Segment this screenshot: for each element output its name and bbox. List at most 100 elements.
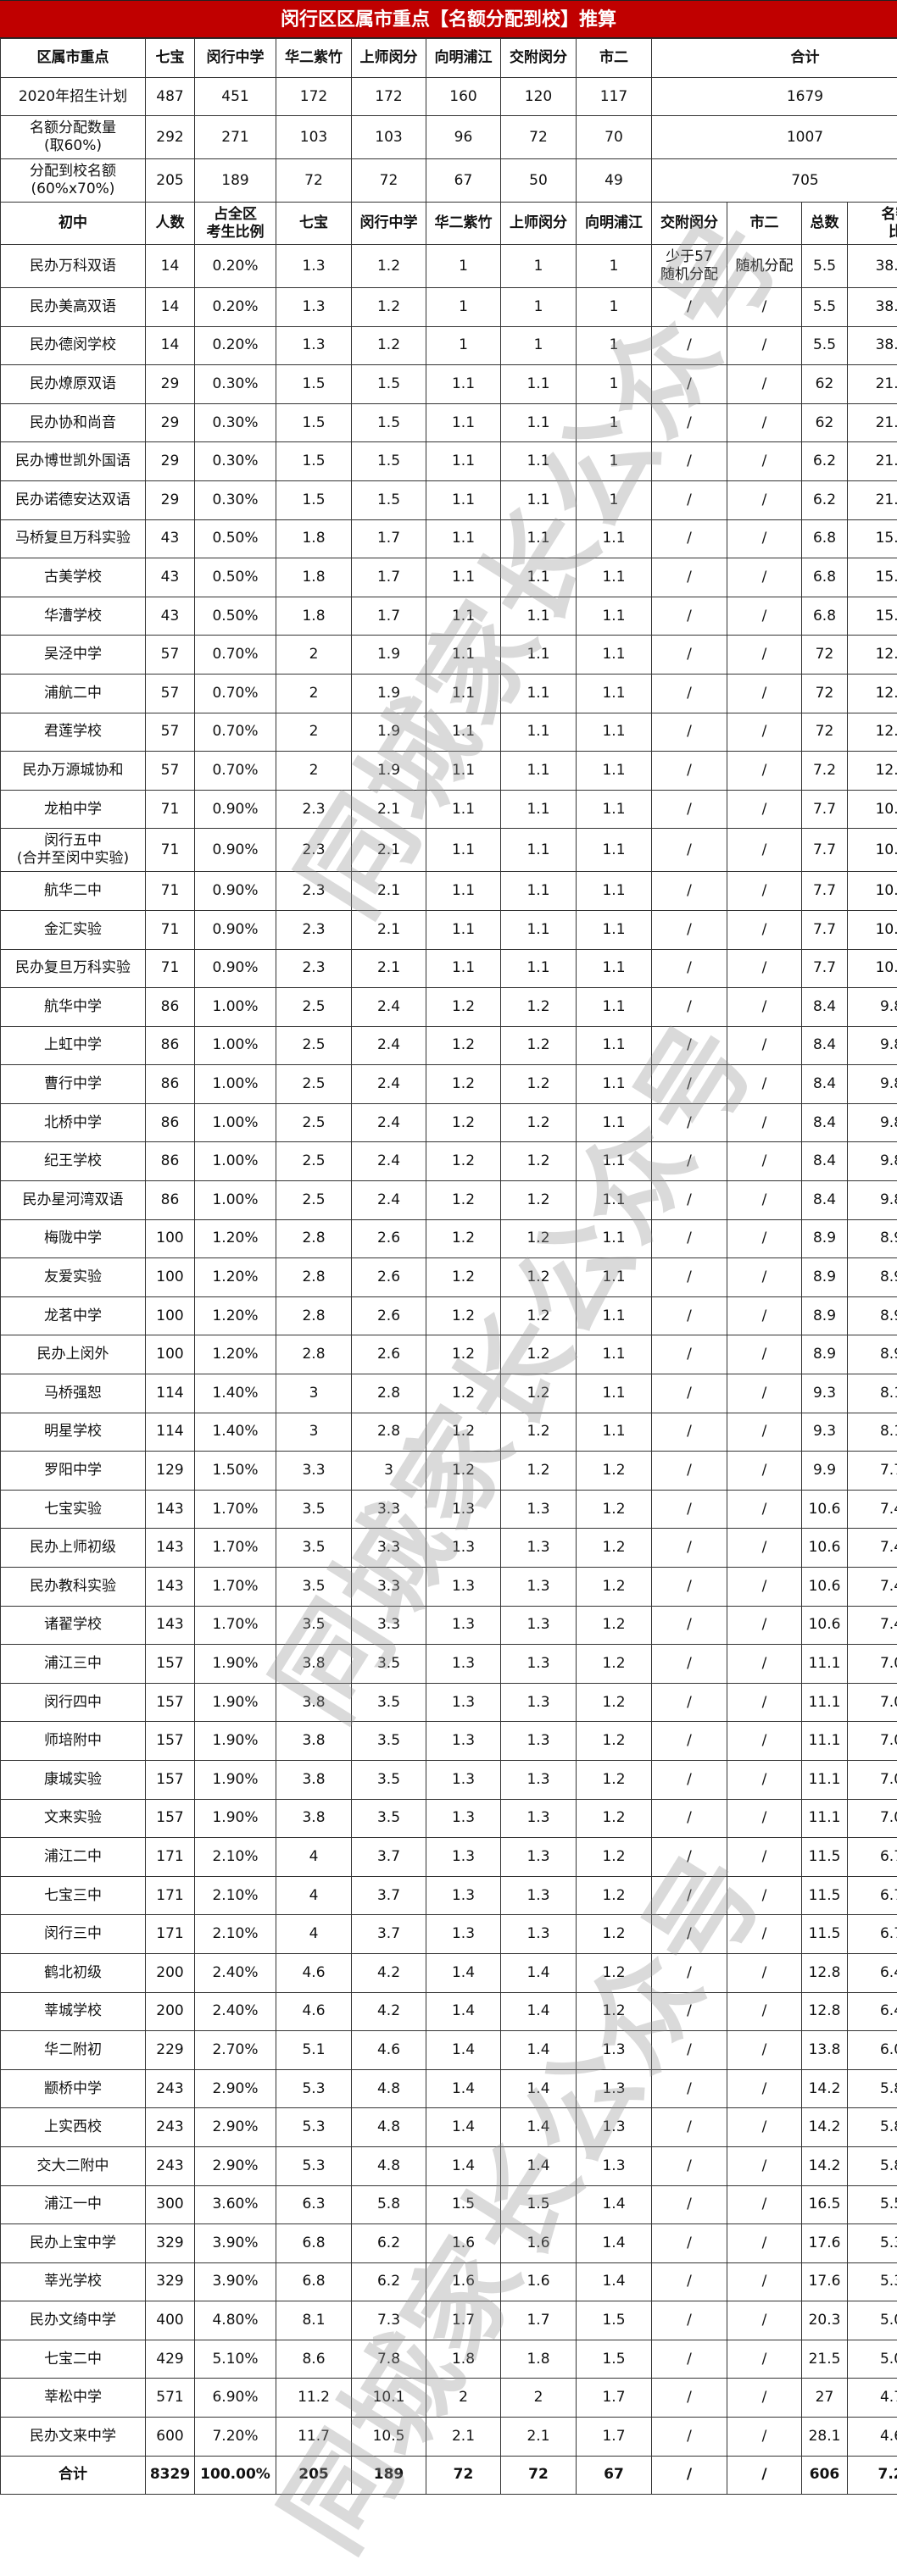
cell-value: 7.3 xyxy=(352,2301,426,2340)
cell-value: 3.5 xyxy=(276,1490,352,1529)
cell-value: / xyxy=(727,1645,802,1684)
cell-value: 1 xyxy=(426,245,501,288)
summary-header-row: 区属市重点七宝闵行中学华二紫竹上师闵分向明浦江交附闵分市二合计 xyxy=(1,39,897,78)
cell-value: 1.1 xyxy=(501,597,577,636)
cell-value: 8.9 xyxy=(802,1296,848,1335)
cell-value: 1.2 xyxy=(577,1606,652,1645)
cell-value: 1.2 xyxy=(501,1181,577,1220)
cell-value: 1.1 xyxy=(577,519,652,558)
cell-value: 1.5 xyxy=(276,442,352,481)
cell-value: 1.7 xyxy=(501,2301,577,2340)
cell-value: / xyxy=(727,872,802,911)
cell-value: 72 xyxy=(802,674,848,713)
cell-value: 11.7 xyxy=(276,2418,352,2457)
cell-value: 2.4 xyxy=(352,1065,426,1104)
cell-value: 157 xyxy=(146,1760,195,1799)
cell-value: 2 xyxy=(501,2379,577,2418)
cell-value: 8.4 xyxy=(802,1142,848,1181)
cell-value: 1.2 xyxy=(577,1490,652,1529)
school-name: 民办万科双语 xyxy=(1,245,146,288)
school-name: 浦江二中 xyxy=(1,1838,146,1877)
school-name: 浦江一中 xyxy=(1,2185,146,2224)
cell-value: 8329 xyxy=(146,2456,195,2494)
cell-value: 114 xyxy=(146,1374,195,1413)
cell-value: / xyxy=(727,949,802,988)
cell-value: 0.30% xyxy=(195,403,276,442)
cell-value: 1007 xyxy=(652,116,897,159)
cell-value: 1.8 xyxy=(276,597,352,636)
cell-value: / xyxy=(727,2379,802,2418)
cell-value: 1.2 xyxy=(577,1568,652,1607)
cell-value: / xyxy=(727,1838,802,1877)
cell-value: 243 xyxy=(146,2108,195,2147)
cell-value: 6.8 xyxy=(802,597,848,636)
cell-value: 1.1 xyxy=(577,1181,652,1220)
cell-value: / xyxy=(652,872,727,911)
cell-value: 1 xyxy=(501,288,577,327)
cell-value: 1.8 xyxy=(276,519,352,558)
cell-value: 13.8 xyxy=(802,2031,848,2070)
cell-value: 4.6 xyxy=(352,2031,426,2070)
cell-value: 1.4 xyxy=(426,1953,501,1992)
cell-value: / xyxy=(727,1142,802,1181)
school-name: 金汇实验 xyxy=(1,910,146,949)
cell-value: / xyxy=(727,1953,802,1992)
cell-value: 1.5 xyxy=(276,403,352,442)
cell-value: 7.42% xyxy=(848,1490,897,1529)
cell-value: 1 xyxy=(577,442,652,481)
school-name: 龙柏中学 xyxy=(1,790,146,829)
cell-value: 329 xyxy=(146,2224,195,2263)
cell-value: 1.00% xyxy=(195,1181,276,1220)
row-label: 2020年招生计划 xyxy=(1,78,146,116)
cell-value: 1.6 xyxy=(426,2262,501,2301)
cell-value: 5.3 xyxy=(276,2146,352,2185)
cell-value: 205 xyxy=(276,2456,352,2494)
cell-value: 6.8 xyxy=(276,2262,352,2301)
row-label: 名额分配数量 (取60%) xyxy=(1,116,146,159)
cell-value: 3 xyxy=(352,1452,426,1491)
cell-value: 8.6 xyxy=(276,2340,352,2379)
cell-value: / xyxy=(652,326,727,365)
cell-value: 7.7 xyxy=(802,949,848,988)
cell-value: 96 xyxy=(426,116,501,159)
cell-value: 1.70% xyxy=(195,1490,276,1529)
cell-value: 1.3 xyxy=(426,1645,501,1684)
cell-value: 1.6 xyxy=(501,2262,577,2301)
cell-value: 2.1 xyxy=(352,872,426,911)
cell-value: 86 xyxy=(146,1142,195,1181)
cell-value: 随机分配 xyxy=(727,245,802,288)
cell-value: 8.1 xyxy=(276,2301,352,2340)
cell-value: 21.70% xyxy=(848,403,897,442)
cell-value: 1.90% xyxy=(195,1683,276,1722)
cell-value: 1.4 xyxy=(426,2031,501,2070)
cell-value: 1.3 xyxy=(426,1606,501,1645)
cell-value: / xyxy=(727,2069,802,2108)
cell-value: 1.2 xyxy=(501,1219,577,1258)
cell-value: 86 xyxy=(146,1026,195,1065)
cell-value: 1.3 xyxy=(501,1876,577,1915)
cell-value: 15.87% xyxy=(848,558,897,597)
cell-value: 1.1 xyxy=(426,519,501,558)
table-row: 民办复旦万科实验710.90%2.32.11.11.11.1//7.710.78… xyxy=(1,949,897,988)
cell-value: / xyxy=(727,326,802,365)
column-header: 向明浦江 xyxy=(577,203,652,245)
cell-value: 4.8 xyxy=(352,2069,426,2108)
cell-value: 8.14% xyxy=(848,1413,897,1452)
cell-value: 1.1 xyxy=(577,1065,652,1104)
cell-value: 1.2 xyxy=(501,1335,577,1374)
cell-value: 1.2 xyxy=(577,1799,652,1838)
cell-value: 1.1 xyxy=(426,713,501,752)
column-header: 上师闵分 xyxy=(352,39,426,78)
